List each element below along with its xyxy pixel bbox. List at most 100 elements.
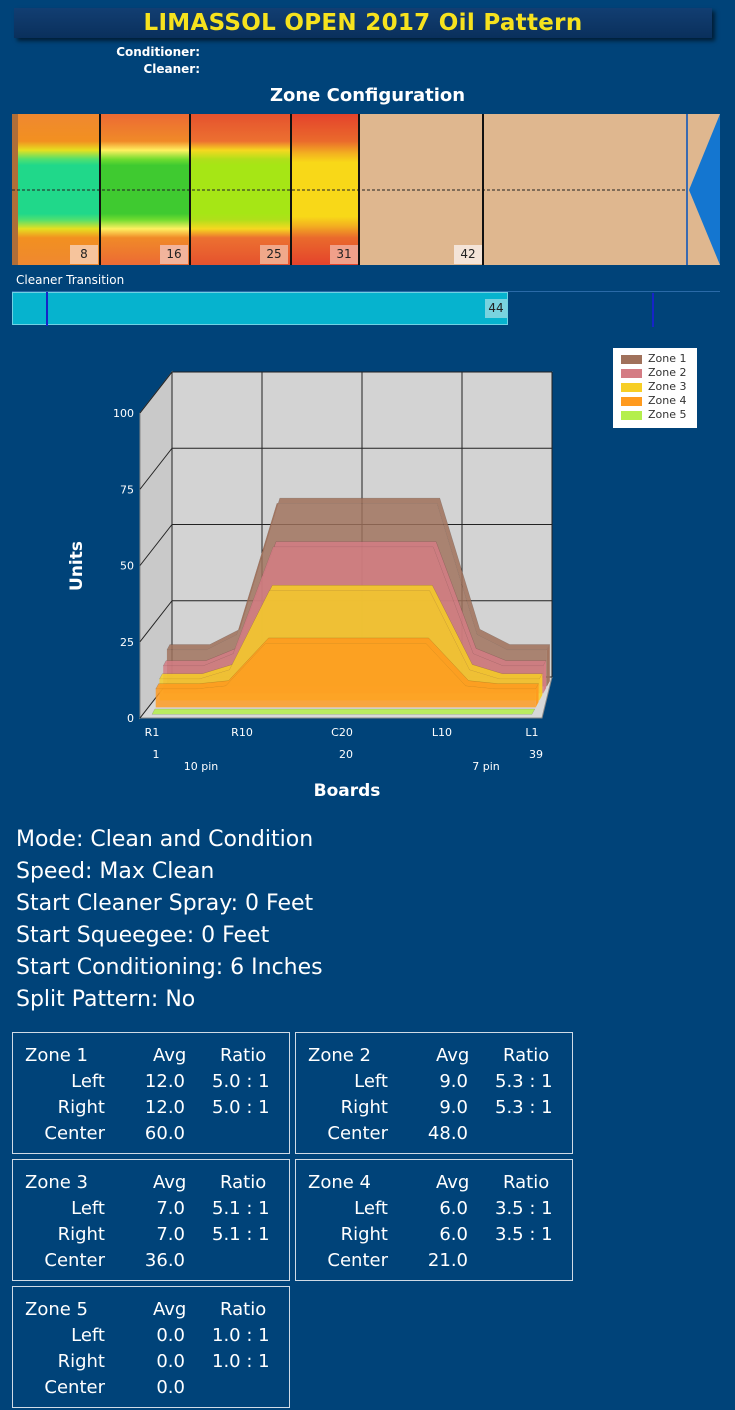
legend-swatch <box>621 369 642 378</box>
y-tick-label: 25 <box>120 636 134 649</box>
ratio-header: Ratio <box>503 1172 550 1193</box>
conditioner-label: Conditioner: <box>116 45 200 59</box>
zone-table: Zone 5 Avg Ratio Left 0.0 1.0 : 1 Right 0.0 1.0 … <box>12 1286 290 1408</box>
zone-separator <box>358 114 360 265</box>
zone-name: Zone 4 <box>308 1172 371 1193</box>
avg-header: Avg <box>153 1172 187 1193</box>
series-end <box>546 644 550 687</box>
center-avg: 60.0 <box>144 1123 185 1144</box>
right-ratio: 5.0 : 1 <box>212 1097 270 1118</box>
ratio-header: Ratio <box>220 1045 267 1066</box>
lane-graphic <box>12 114 720 265</box>
board-number-label: 20 <box>339 748 353 761</box>
legend-label: Zone 3 <box>648 380 687 393</box>
right-avg: 12.0 <box>144 1097 185 1118</box>
cleaner-label: Cleaner: <box>143 62 200 76</box>
center-avg: 0.0 <box>156 1377 185 1398</box>
series-end <box>543 660 547 694</box>
legend-label: Zone 4 <box>648 394 687 407</box>
zone-separator <box>189 114 191 265</box>
right-avg: 9.0 <box>439 1097 468 1118</box>
center-label: Center <box>44 1377 105 1398</box>
zone-separator <box>482 114 484 265</box>
left-label: Left <box>71 1198 105 1219</box>
x-tick-label: L1 <box>525 726 538 739</box>
split-pattern-text: Split Pattern: No <box>16 987 196 1012</box>
legend-label: Zone 2 <box>648 366 687 379</box>
right-label: Right <box>340 1224 388 1245</box>
zone-table: Zone 1 Avg Ratio Left 12.0 5.0 : 1 Right 12.0 5.… <box>12 1032 290 1154</box>
start-cleaner-spray-text: Start Cleaner Spray: 0 Feet <box>16 891 314 916</box>
y-tick-label: 75 <box>120 483 134 496</box>
legend-label: Zone 1 <box>648 352 687 365</box>
chart-series <box>151 497 551 715</box>
pin-label: 7 pin <box>472 760 500 773</box>
left-ratio: 3.5 : 1 <box>495 1198 553 1219</box>
left-label: Left <box>354 1198 388 1219</box>
series-end <box>535 683 539 708</box>
center-avg: 48.0 <box>427 1123 468 1144</box>
cleaner-end-marker <box>652 293 654 327</box>
right-label: Right <box>57 1097 105 1118</box>
cleaner-transition-value: 44 <box>485 299 507 318</box>
zone-end-marker: 42 <box>454 245 482 264</box>
zone-end-marker: 8 <box>70 245 98 264</box>
legend-swatch <box>621 397 642 406</box>
avg-header: Avg <box>436 1172 470 1193</box>
x-tick-label: R10 <box>231 726 253 739</box>
right-avg: 0.0 <box>156 1351 185 1372</box>
y-axis-label: Units <box>67 541 87 591</box>
center-label: Center <box>327 1123 388 1144</box>
page-title: LIMASSOL OPEN 2017 Oil Pattern <box>143 10 583 36</box>
series-5 <box>151 708 536 715</box>
left-ratio: 5.1 : 1 <box>212 1198 270 1219</box>
left-ratio: 5.0 : 1 <box>212 1071 270 1092</box>
zone-table: Zone 2 Avg Ratio Left 9.0 5.3 : 1 Right 9.0 5.3 … <box>295 1032 573 1154</box>
left-ratio: 1.0 : 1 <box>212 1325 270 1346</box>
zone-name: Zone 2 <box>308 1045 371 1066</box>
left-ratio: 5.3 : 1 <box>495 1071 553 1092</box>
series-end <box>539 673 543 701</box>
left-avg: 7.0 <box>156 1198 185 1219</box>
cleaner-transition-bar <box>12 292 508 325</box>
right-ratio: 5.1 : 1 <box>212 1224 270 1245</box>
zone-name: Zone 1 <box>25 1045 88 1066</box>
pin-label: 10 pin <box>184 760 219 773</box>
right-ratio: 5.3 : 1 <box>495 1097 553 1118</box>
x-tick-label: R1 <box>145 726 160 739</box>
left-label: Left <box>354 1071 388 1092</box>
series-top <box>151 708 536 715</box>
y-tick-label: 100 <box>113 407 134 420</box>
zone-name: Zone 5 <box>25 1299 88 1320</box>
series-top <box>166 497 551 651</box>
left-avg: 9.0 <box>439 1071 468 1092</box>
chart-axis-labels: 0 25 50 75 100 R1 R10 C20 L10 L1 1 20 39 10 pin 7 pin <box>113 407 543 773</box>
grid-line <box>139 600 173 643</box>
ratio-header: Ratio <box>220 1172 267 1193</box>
cleaner-transition-label: Cleaner Transition <box>16 273 125 287</box>
start-conditioning-text: Start Conditioning: 6 Inches <box>16 955 323 980</box>
x-tick-label: C20 <box>331 726 353 739</box>
avg-header: Avg <box>436 1045 470 1066</box>
zone-separator <box>99 114 101 265</box>
zone-end-marker: 25 <box>260 245 288 264</box>
ratio-header: Ratio <box>220 1299 267 1320</box>
board-number-label: 39 <box>529 748 543 761</box>
grid-line <box>139 524 173 566</box>
zone-separator <box>290 114 292 265</box>
center-label: Center <box>44 1250 105 1271</box>
right-avg: 6.0 <box>439 1224 468 1245</box>
left-avg: 0.0 <box>156 1325 185 1346</box>
avg-header: Avg <box>153 1299 187 1320</box>
grid-line <box>139 371 173 414</box>
zone-table: Zone 3 Avg Ratio Left 7.0 5.1 : 1 Right 7.0 5.1 … <box>12 1159 290 1281</box>
left-avg: 12.0 <box>144 1071 185 1092</box>
y-tick-label: 50 <box>120 560 134 573</box>
right-label: Right <box>57 1351 105 1372</box>
mode-text: Mode: Clean and Condition <box>16 827 314 852</box>
zone-end-marker: 16 <box>160 245 188 264</box>
avg-header: Avg <box>153 1045 187 1066</box>
x-axis-label: Boards <box>314 781 381 801</box>
center-avg: 36.0 <box>144 1250 185 1271</box>
